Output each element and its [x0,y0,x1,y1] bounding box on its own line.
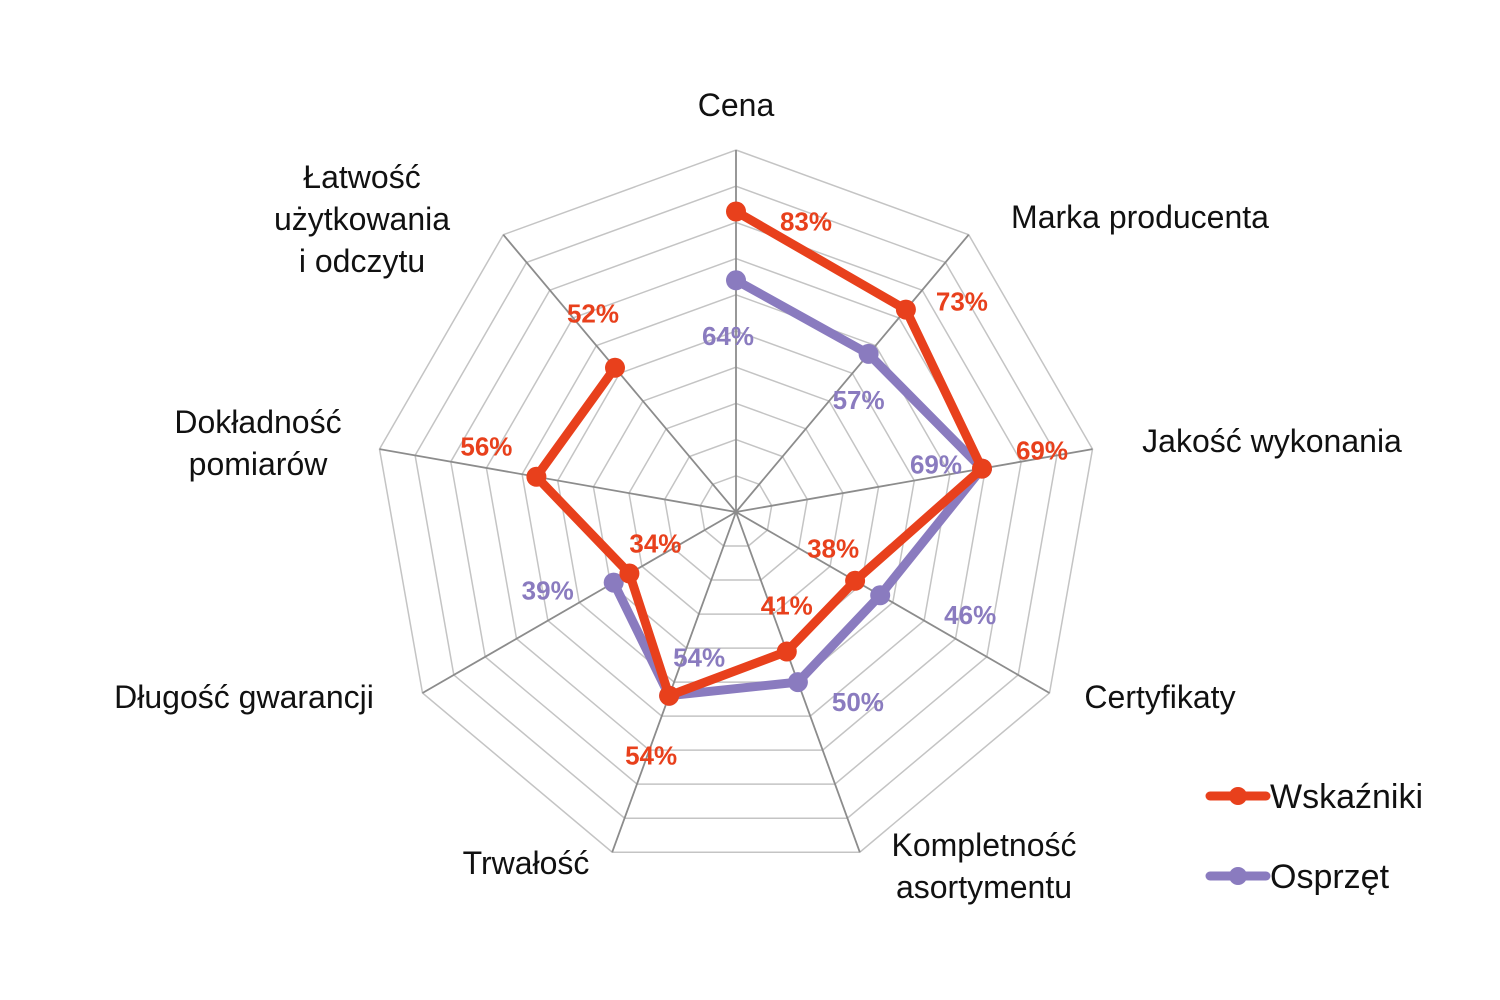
category-label-jakosc-wykonania: Jakość wykonania [1142,423,1402,459]
legend-item-osprzet[interactable]: Osprzęt [1205,858,1390,896]
category-label-certyfikaty: Certyfikaty [1084,679,1235,715]
grid-ring [414,185,1058,819]
value-label-wskazniki-latwosc-uzytkowania-i-odczytu: 52% [567,299,619,329]
axis-spoke-marka-producenta [735,234,970,513]
data-point-osprzet-certyfikaty[interactable] [870,585,891,606]
value-label-osprzet-jakosc-wykonania: 69% [910,449,962,479]
axis-spoke-trwalosc [611,511,737,853]
legend-marker-wskazniki [1229,787,1247,805]
category-labels: Cena Marka producenta Jakość wykonania Cert… [114,87,1402,905]
value-label-osprzet-marka-producenta: 57% [833,385,885,415]
data-point-wskazniki-kompletnosc-asortymentu[interactable] [776,641,797,662]
grid-ring [556,330,916,683]
grid-ring [450,221,1022,785]
grid-ring [663,438,809,581]
value-label-osprzet-cena: 64% [702,321,754,351]
data-point-wskazniki-marka-producenta[interactable] [895,299,916,320]
radar-series [526,201,992,706]
value-label-osprzet-certyfikaty: 46% [944,600,996,630]
value-label-wskazniki-trwalosc: 54% [625,741,677,771]
axis-spoke-dokladnosc-pomiarow [379,448,737,513]
data-point-wskazniki-certyfikaty[interactable] [845,570,866,591]
value-labels: 83% 73% 69% 38% 41% 54% 34% 56% 52% 64% 57% 69% 46% 5… [460,206,1068,770]
legend-label-osprzet: Osprzęt [1270,858,1390,896]
category-label-dokladnosc-pomiarow: Dokładność pomiarów [174,404,341,482]
grid-ring [592,366,880,649]
value-label-wskazniki-cena: 83% [780,206,832,236]
category-label-dlugosc-gwarancji: Długość gwarancji [114,679,374,715]
axis-spoke-certyfikaty [735,511,1050,694]
data-point-wskazniki-dlugosc-gwarancji[interactable] [619,563,640,584]
grid-ring [521,294,951,717]
data-point-wskazniki-trwalosc[interactable] [659,685,680,706]
value-label-osprzet-trwalosc: 54% [673,643,725,673]
axis-spoke-jakosc-wykonania [735,448,1093,513]
legend: Wskaźniki Osprzęt [1205,778,1423,896]
category-label-latwosc-uzytkowania-i-odczytu: Łatwość użytkowania i odczytu [274,159,450,279]
data-point-osprzet-marka-producenta[interactable] [858,343,879,364]
value-label-wskazniki-jakosc-wykonania: 69% [1016,435,1068,465]
value-label-wskazniki-dlugosc-gwarancji: 34% [629,528,681,558]
data-point-osprzet-cena[interactable] [726,270,746,291]
data-point-wskazniki-latwosc-uzytkowania-i-odczytu[interactable] [605,357,625,378]
value-label-wskazniki-marka-producenta: 73% [936,286,988,316]
value-label-osprzet-kompletnosc-asortymentu: 50% [832,687,884,717]
category-label-trwalosc: Trwałość [463,845,590,881]
category-label-kompletnosc-asortymentu: Kompletność asortymentu [892,827,1077,905]
value-label-wskazniki-certyfikaty: 38% [807,534,859,564]
data-point-osprzet-dlugosc-gwarancji[interactable] [603,572,624,593]
legend-item-wskazniki[interactable]: Wskaźniki [1205,778,1423,816]
category-label-cena: Cena [698,87,775,123]
value-label-osprzet-dlugosc-gwarancji: 39% [522,575,574,605]
radar-axes [379,150,1093,853]
legend-marker-osprzet [1229,867,1247,885]
value-label-wskazniki-kompletnosc-asortymentu: 41% [761,590,813,620]
series-wskazniki [526,201,992,706]
data-point-osprzet-kompletnosc-asortymentu[interactable] [787,672,808,693]
data-point-wskazniki-cena[interactable] [726,201,746,222]
data-point-wskazniki-dokladnosc-pomiarow[interactable] [526,466,547,487]
grid-ring [699,475,773,547]
value-label-wskazniki-dokladnosc-pomiarow: 56% [460,432,512,462]
axis-spoke-dlugosc-gwarancji [422,511,737,694]
grid-ring [378,149,1094,853]
grid-ring [628,402,844,615]
legend-label-wskazniki: Wskaźniki [1270,778,1423,816]
category-label-marka-producenta: Marka producenta [1011,199,1269,235]
data-point-wskazniki-jakosc-wykonania[interactable] [972,458,992,479]
